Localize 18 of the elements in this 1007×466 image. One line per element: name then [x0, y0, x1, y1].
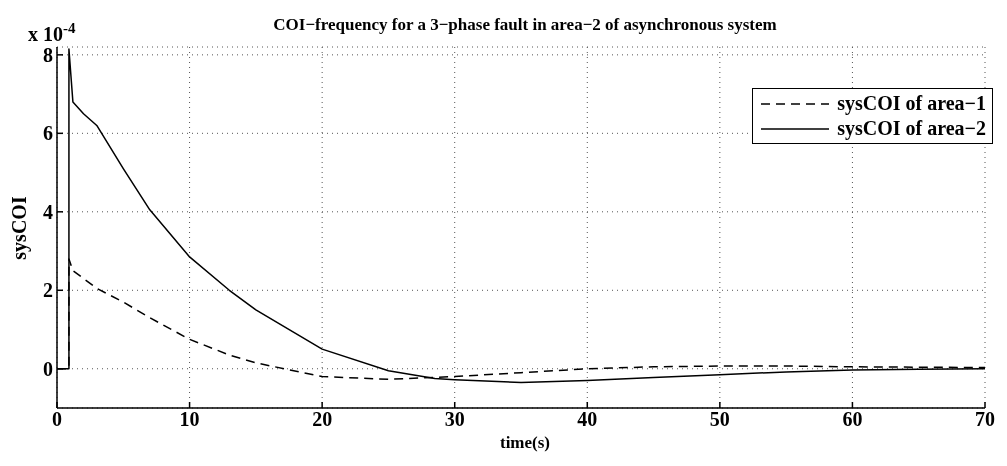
y-tick-label: 0 — [43, 357, 53, 380]
legend-label: sysCOI of area−1 — [837, 91, 986, 116]
y-axis-title: sysCOI — [8, 196, 31, 260]
y-tick-label: 8 — [43, 43, 53, 66]
x-axis-title: time(s) — [499, 433, 551, 452]
x-tick-label: 50 — [709, 408, 730, 431]
x-tick-label: 10 — [179, 408, 200, 431]
y-tick-label: 4 — [43, 200, 53, 223]
text: x 10$^{-4}$ — [28, 20, 76, 45]
x-tick-label: 60 — [842, 408, 863, 431]
x-tick-label: 70 — [975, 408, 995, 431]
x-tick-label: 30 — [444, 408, 465, 431]
chart-title: COI−frequency for a 3−phase fault in area−2 of asynchronous system — [273, 15, 777, 34]
y-tick-label: 6 — [43, 122, 53, 145]
x-tick-label: 40 — [577, 408, 598, 431]
legend-label: sysCOI of area−2 — [837, 116, 986, 141]
x-tick-label: 20 — [312, 408, 333, 431]
y-tick-label: 2 — [43, 279, 53, 302]
